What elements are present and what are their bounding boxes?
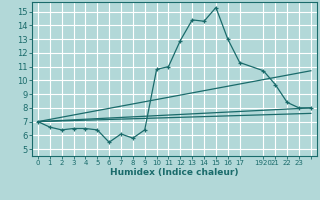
X-axis label: Humidex (Indice chaleur): Humidex (Indice chaleur) <box>110 168 239 177</box>
